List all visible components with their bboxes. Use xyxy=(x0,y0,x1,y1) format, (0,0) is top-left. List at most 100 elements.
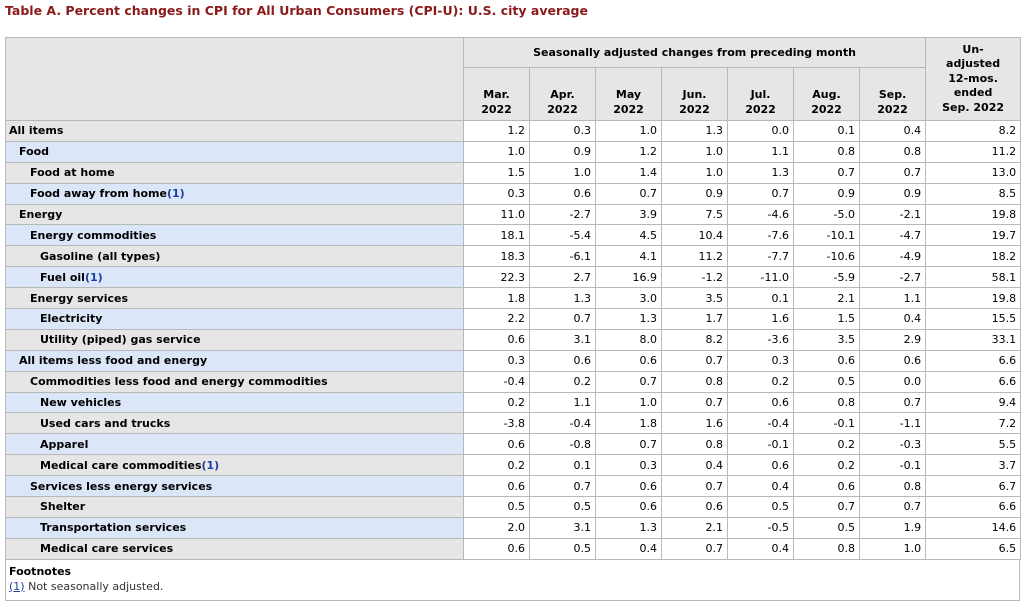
monthly-value-cell: 0.2 xyxy=(793,454,860,477)
monthly-value-cell: 0.7 xyxy=(595,370,662,393)
monthly-value-cell: 0.9 xyxy=(661,182,728,205)
unadjusted-value-cell: 19.8 xyxy=(925,203,1022,226)
monthly-value-cell: 7.5 xyxy=(661,203,728,226)
unadjusted-value-cell: 6.5 xyxy=(925,537,1022,560)
monthly-value-cell: 0.7 xyxy=(858,391,927,414)
monthly-value-cell: 0.6 xyxy=(661,496,728,518)
monthly-value-cell: 3.5 xyxy=(661,287,728,310)
monthly-value-cell: 4.1 xyxy=(595,245,662,268)
header-month-year: 2022 xyxy=(547,103,578,116)
monthly-value-cell: 0.4 xyxy=(727,475,794,498)
monthly-value-cell: -1.1 xyxy=(858,412,927,435)
monthly-value-cell: -7.7 xyxy=(727,245,794,268)
monthly-value-cell: 1.2 xyxy=(595,140,662,163)
header-month-year: 2022 xyxy=(745,103,776,116)
row-label: New vehicles xyxy=(40,396,122,410)
monthly-value-cell: 0.6 xyxy=(529,182,596,205)
monthly-value-cell: -0.1 xyxy=(858,454,927,477)
monthly-value-cell: 0.6 xyxy=(463,328,530,351)
monthly-value-cell: 0.5 xyxy=(463,496,530,518)
row-label-cell: New vehicles xyxy=(5,391,464,414)
unadjusted-value-cell: 6.7 xyxy=(925,475,1022,498)
row-label: Energy commodities xyxy=(30,228,157,242)
monthly-value-cell: 18.1 xyxy=(463,224,530,247)
monthly-value-cell: 2.7 xyxy=(529,266,596,289)
table-row: New vehicles 0.2 1.1 1.0 0.7 0.6 0.8 0.7 9.4 xyxy=(5,391,1022,414)
table-title: Table A. Percent changes in CPI for All … xyxy=(5,3,588,18)
monthly-value-cell: 1.0 xyxy=(858,537,927,560)
footnote-link[interactable]: (1) xyxy=(201,458,220,472)
monthly-value-cell: 0.2 xyxy=(793,433,860,456)
header-month-year: 2022 xyxy=(679,103,710,116)
row-label: Used cars and trucks xyxy=(40,416,171,430)
footnote-link[interactable]: (1) xyxy=(166,187,185,201)
monthly-value-cell: 0.7 xyxy=(529,475,596,498)
monthly-value-cell: -0.3 xyxy=(858,433,927,456)
monthly-value-cell: -5.0 xyxy=(793,203,860,226)
monthly-value-cell: 1.0 xyxy=(595,120,662,142)
monthly-value-cell: -0.1 xyxy=(793,412,860,435)
monthly-value-cell: 0.6 xyxy=(727,454,794,477)
header-month: Jul. 2022 xyxy=(727,67,794,121)
header-month: Apr. 2022 xyxy=(529,67,596,121)
table-row: Used cars and trucks -3.8 -0.4 1.8 1.6 -0.4 -0… xyxy=(5,412,1022,435)
monthly-value-cell: -5.9 xyxy=(793,266,860,289)
monthly-value-cell: 8.0 xyxy=(595,328,662,351)
monthly-value-cell: 0.4 xyxy=(727,537,794,560)
monthly-value-cell: 3.0 xyxy=(595,287,662,310)
table-row: Services less energy services 0.6 0.7 0.6 0.… xyxy=(5,475,1022,498)
monthly-value-cell: 2.2 xyxy=(463,308,530,330)
monthly-value-cell: 0.6 xyxy=(595,496,662,518)
monthly-value-cell: 0.1 xyxy=(793,120,860,142)
monthly-value-cell: 0.8 xyxy=(858,140,927,163)
table-row: Energy services 1.8 1.3 3.0 3.5 0.1 2.1 1.1 19.8 xyxy=(5,287,1022,310)
header-month: Mar. 2022 xyxy=(463,67,530,121)
monthly-value-cell: 0.7 xyxy=(793,161,860,184)
monthly-value-cell: -0.8 xyxy=(529,433,596,456)
table-row: Shelter 0.5 0.5 0.6 0.6 0.5 0.7 0.7 6.6 xyxy=(5,496,1022,518)
monthly-value-cell: 0.5 xyxy=(727,496,794,518)
monthly-value-cell: 1.3 xyxy=(595,516,662,539)
monthly-value-cell: 0.6 xyxy=(463,537,530,560)
table-row: Food 1.0 0.9 1.2 1.0 1.1 0.8 0.8 11.2 xyxy=(5,140,1022,163)
row-label: Fuel oil xyxy=(40,270,85,284)
monthly-value-cell: 0.8 xyxy=(661,370,728,393)
monthly-value-cell: 1.1 xyxy=(858,287,927,310)
unadjusted-value-cell: 8.2 xyxy=(925,120,1022,142)
monthly-value-cell: 0.2 xyxy=(727,370,794,393)
header-month-name: Mar. xyxy=(483,88,510,101)
row-label: Electricity xyxy=(40,312,103,326)
monthly-value-cell: 1.5 xyxy=(793,308,860,330)
monthly-value-cell: 0.9 xyxy=(529,140,596,163)
row-label-cell: Utility (piped) gas service xyxy=(5,328,464,351)
header-month-name: Apr. xyxy=(550,88,575,101)
monthly-value-cell: 2.1 xyxy=(661,516,728,539)
monthly-value-cell: 1.0 xyxy=(661,140,728,163)
footnote-1-ref[interactable]: (1) xyxy=(9,579,25,593)
unadjusted-value-cell: 6.6 xyxy=(925,370,1022,393)
header-seasonal-group: Seasonally adjusted changes from precedi… xyxy=(462,37,927,68)
header-month-name: May xyxy=(615,88,642,101)
monthly-value-cell: 10.4 xyxy=(661,224,728,247)
table-row: Utility (piped) gas service 0.6 3.1 8.0 8.2-… xyxy=(5,328,1022,351)
monthly-value-cell: 0.7 xyxy=(727,182,794,205)
header-month-year: 2022 xyxy=(877,103,908,116)
row-label: Food at home xyxy=(30,166,115,180)
monthly-value-cell: -0.4 xyxy=(727,412,794,435)
row-label: Transportation services xyxy=(40,521,187,535)
cpi-table: Seasonally adjusted changes from precedi… xyxy=(5,37,1022,560)
row-label-cell: Shelter xyxy=(5,496,464,518)
monthly-value-cell: 0.8 xyxy=(793,140,860,163)
unadjusted-value-cell: 18.2 xyxy=(925,245,1022,268)
monthly-value-cell: 2.0 xyxy=(463,516,530,539)
monthly-value-cell: 0.1 xyxy=(529,454,596,477)
header-month-year: 2022 xyxy=(481,103,512,116)
table-row: Medical care commodities(1) 0.2 0.1 0.3 0.4 0… xyxy=(5,454,1022,477)
row-label-cell: Energy xyxy=(5,203,464,226)
monthly-value-cell: 3.1 xyxy=(529,516,596,539)
table-row: Electricity 2.2 0.7 1.3 1.7 1.6 1.5 0.4 15.5 xyxy=(5,308,1022,330)
row-label: Medical care commodities xyxy=(40,458,202,472)
footnote-link[interactable]: (1) xyxy=(84,270,103,284)
unadjusted-value-cell: 3.7 xyxy=(925,454,1022,477)
row-label: Utility (piped) gas service xyxy=(40,333,201,347)
